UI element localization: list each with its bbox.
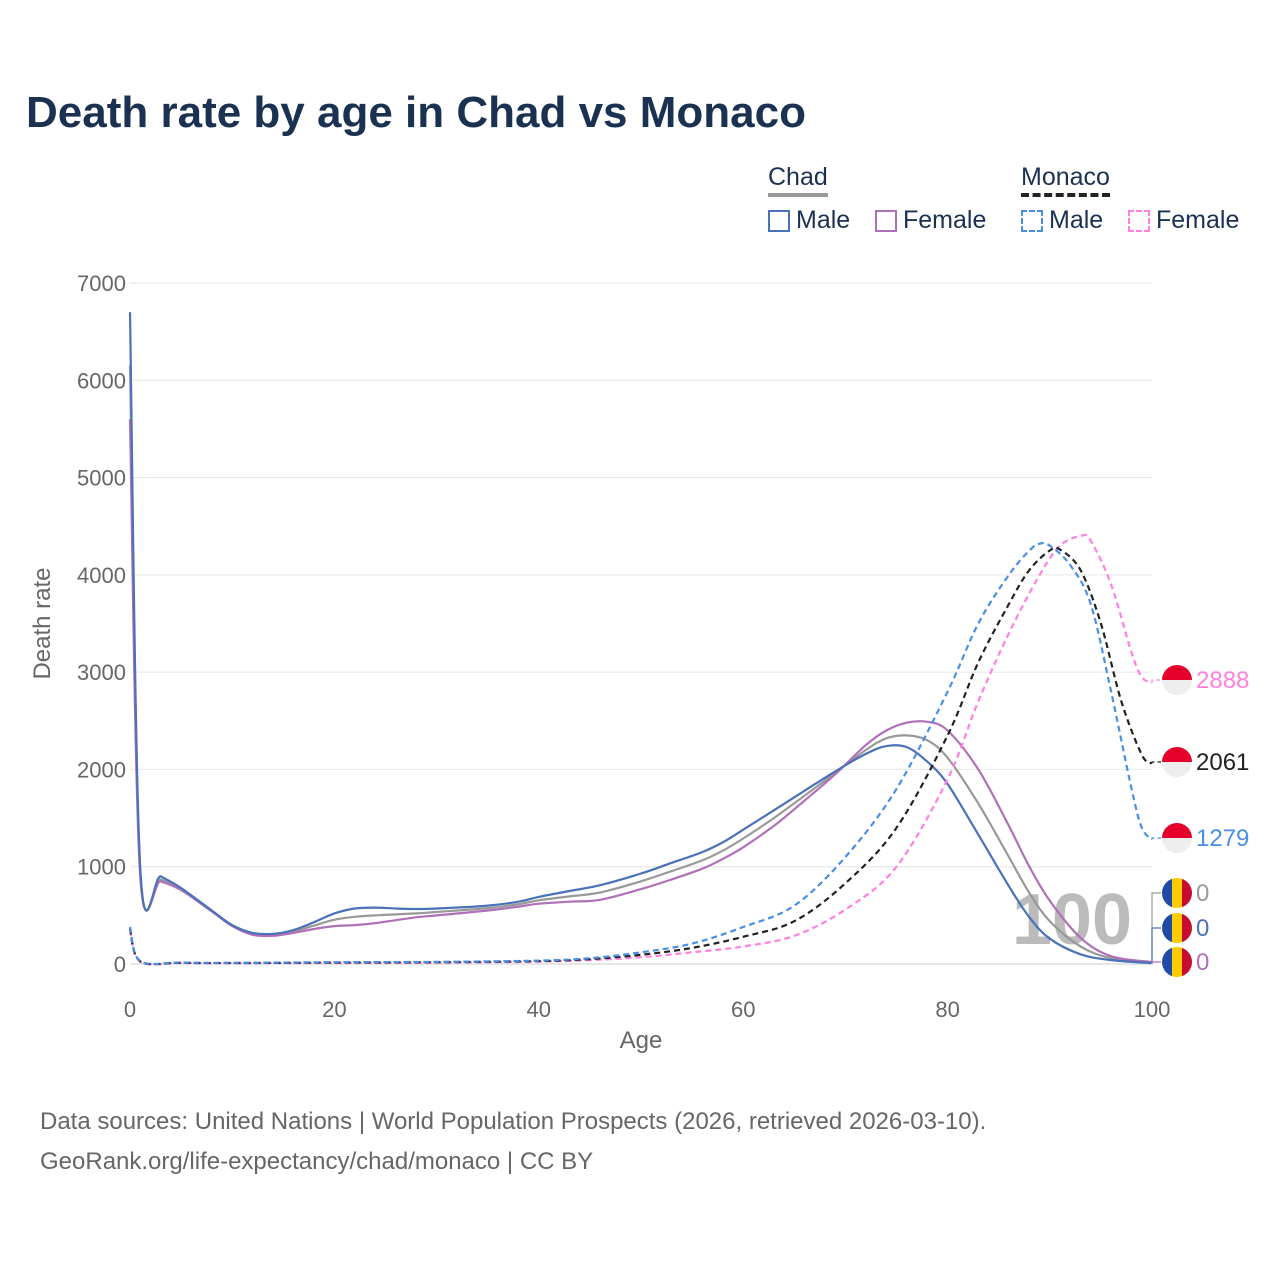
end-label-connectors — [1151, 679, 1161, 964]
monaco-flag-icon — [1162, 747, 1192, 777]
legend-item-label: Male — [796, 206, 851, 234]
y-tick-label: 0 — [114, 952, 126, 977]
legend-group-line — [1021, 193, 1110, 197]
end-label-connector — [1151, 837, 1161, 840]
legend-swatch-icon — [875, 209, 897, 232]
y-tick-label: 7000 — [77, 271, 126, 296]
legend-item-chad-male[interactable]: Male — [768, 206, 850, 235]
end-label-value: 0 — [1196, 880, 1209, 907]
x-axis: 0 20 40 60 80 100 — [124, 997, 1170, 1022]
x-tick-label: 20 — [322, 997, 346, 1022]
end-label-connector — [1151, 927, 1161, 964]
end-label-value: 2888 — [1196, 667, 1249, 694]
y-tick-label: 6000 — [77, 368, 126, 393]
y-tick-label: 3000 — [77, 660, 126, 685]
x-tick-label: 80 — [935, 997, 959, 1022]
legend-item-monaco-female[interactable]: Female — [1128, 206, 1239, 235]
end-label-connector — [1151, 679, 1161, 684]
source-text: Data sources: United Nations | World Pop… — [40, 1108, 987, 1135]
end-label-value: 1279 — [1196, 825, 1249, 852]
legend-item-label: Female — [903, 206, 987, 234]
y-tick-label: 5000 — [77, 466, 126, 491]
legend-swatch-icon — [768, 209, 790, 232]
end-label-value: 0 — [1196, 915, 1209, 942]
end-label-connector — [1151, 761, 1161, 764]
legend-group-chad[interactable]: Chad — [768, 163, 828, 197]
legend-swatch-icon — [1021, 209, 1043, 232]
legend-group-label: Monaco — [1021, 163, 1110, 191]
series-line-monaco-both — [128, 546, 1153, 966]
legend-swatch-icon — [1128, 209, 1150, 232]
series-line-monaco-female — [128, 533, 1153, 966]
end-labels: 2888 2061 1279 0 0 0 — [1162, 665, 1249, 977]
credit-link[interactable]: GeoRank.org/life-expectancy/chad/monaco … — [40, 1148, 594, 1175]
legend-group-line — [768, 193, 828, 197]
y-tick-label: 1000 — [77, 855, 126, 880]
series-line-monaco-male — [128, 541, 1153, 966]
y-tick-label: 4000 — [77, 563, 126, 588]
chad-flag-icon — [1162, 947, 1192, 977]
monaco-flag-icon — [1162, 665, 1192, 695]
end-label-value: 2061 — [1196, 749, 1249, 776]
end-label-value: 0 — [1196, 949, 1209, 976]
legend-group-label: Chad — [768, 163, 828, 191]
y-axis: 0 1000 2000 3000 4000 5000 6000 7000 — [77, 271, 126, 977]
legend-item-label: Male — [1049, 206, 1104, 234]
chad-flag-icon — [1162, 878, 1192, 908]
y-tick-label: 2000 — [77, 757, 126, 782]
monaco-flag-icon — [1162, 823, 1192, 853]
chad-flag-icon — [1162, 913, 1192, 943]
series-line-chad-male — [128, 312, 1153, 965]
legend-group-monaco[interactable]: Monaco — [1021, 163, 1110, 197]
x-tick-label: 40 — [527, 997, 551, 1022]
series-lines — [128, 312, 1153, 966]
x-axis-title: Age — [620, 1027, 663, 1054]
y-axis-title: Death rate — [29, 567, 56, 679]
x-tick-label: 0 — [124, 997, 136, 1022]
chart-title: Death rate by age in Chad vs Monaco — [26, 88, 806, 137]
x-tick-label: 100 — [1134, 997, 1171, 1022]
x-tick-label: 60 — [731, 997, 755, 1022]
legend-item-chad-female[interactable]: Female — [875, 206, 986, 235]
end-label-connector — [1151, 961, 1161, 964]
legend-item-monaco-male[interactable]: Male — [1021, 206, 1103, 235]
legend-item-label: Female — [1156, 206, 1240, 234]
